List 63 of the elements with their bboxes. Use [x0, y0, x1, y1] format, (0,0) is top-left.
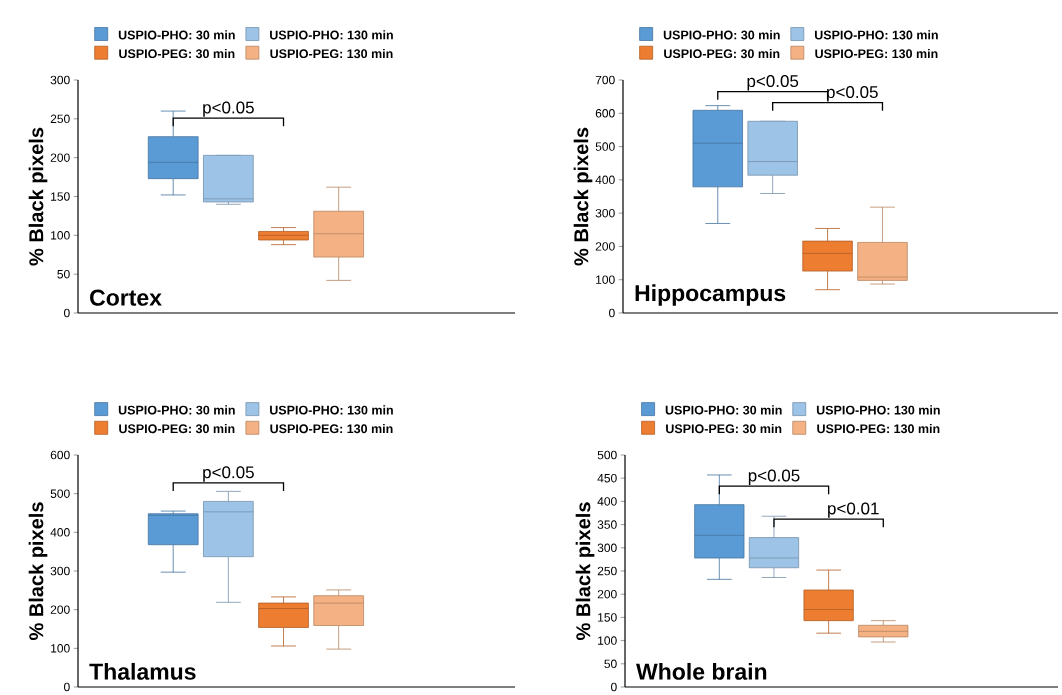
- legend-label: USPIO-PEG: 130 min: [270, 424, 393, 434]
- y-tick-label: 200: [597, 590, 617, 599]
- y-tick-label: 250: [50, 114, 70, 124]
- annotation: p<0.01: [828, 502, 879, 519]
- legend-label: USPIO-PHO: 30 min: [118, 30, 235, 40]
- legend-label: USPIO-PHO: 30 min: [663, 30, 780, 40]
- legend-label: USPIO-PHO: 30 min: [665, 405, 782, 415]
- text: Whole brain: [636, 663, 767, 681]
- y-tick-label: 400: [595, 175, 615, 185]
- annotation: p<0.05: [203, 466, 254, 482]
- y-tick-label: 0: [64, 682, 70, 692]
- annotation: p<0.05: [827, 86, 878, 102]
- legend-label: USPIO-PEG: 30 min: [119, 424, 235, 434]
- y-tick-label: 300: [597, 543, 617, 553]
- y-tick-label: 600: [595, 109, 615, 118]
- y-tick-label: 400: [50, 528, 70, 537]
- legend-label: USPIO-PEG: 130 min: [815, 49, 938, 59]
- y-tick-label: 400: [597, 497, 617, 506]
- y-axis-title: % Black pixels: [28, 128, 48, 266]
- y-axis-title: % Black pixels: [28, 502, 48, 641]
- y-tick-label: 350: [597, 520, 617, 530]
- y-tick-label: 700: [595, 75, 615, 85]
- y-axis-title: % Black pixels: [575, 502, 595, 641]
- y-tick-label: 0: [64, 308, 70, 318]
- y-tick-label: 300: [50, 566, 70, 576]
- y-tick-label: 500: [595, 142, 615, 152]
- text: Cortex: [90, 289, 162, 306]
- legend-label: USPIO-PHO: 130 min: [270, 405, 393, 415]
- y-tick-label: 100: [598, 636, 617, 646]
- legend-label: USPIO-PEG: 30 min: [664, 49, 780, 59]
- y-tick-label: 0: [611, 682, 617, 692]
- y-tick-label: 150: [598, 613, 617, 622]
- y-tick-label: 100: [51, 644, 70, 653]
- y-tick-label: 200: [50, 153, 70, 163]
- legend-label: USPIO-PEG: 30 min: [666, 424, 782, 434]
- legend-label: USPIO-PHO: 30 min: [118, 405, 235, 415]
- legend-label: USPIO-PHO: 130 min: [816, 405, 940, 415]
- y-tick-label: 150: [51, 192, 70, 201]
- annotation: p<0.05: [747, 75, 799, 91]
- annotation: p<0.05: [748, 469, 800, 486]
- y-tick-label: 600: [50, 450, 70, 460]
- y-tick-label: 50: [604, 659, 617, 669]
- y-tick-label: 200: [50, 605, 70, 615]
- legend-label: USPIO-PHO: 130 min: [270, 30, 393, 40]
- y-tick-label: 300: [595, 209, 615, 218]
- y-tick-label: 100: [51, 231, 70, 240]
- y-tick-label: 200: [595, 242, 615, 251]
- y-tick-label: 500: [50, 489, 70, 499]
- y-axis-title: % Black pixels: [573, 128, 593, 266]
- annotation: p<0.05: [203, 101, 254, 118]
- y-tick-label: 100: [596, 275, 615, 285]
- legend-label: USPIO-PHO: 130 min: [814, 30, 938, 40]
- y-tick-label: 250: [597, 566, 617, 576]
- y-tick-label: 450: [597, 474, 617, 483]
- text: Thalamus: [89, 663, 196, 681]
- legend-label: USPIO-PEG: 130 min: [817, 424, 940, 434]
- text: Hippocampus: [635, 284, 786, 306]
- y-tick-label: 500: [597, 450, 617, 460]
- y-tick-label: 50: [57, 270, 70, 279]
- y-tick-label: 300: [50, 75, 70, 85]
- legend-label: USPIO-PEG: 130 min: [270, 49, 393, 59]
- legend-label: USPIO-PEG: 30 min: [119, 49, 235, 59]
- y-tick-label: 0: [609, 308, 615, 318]
